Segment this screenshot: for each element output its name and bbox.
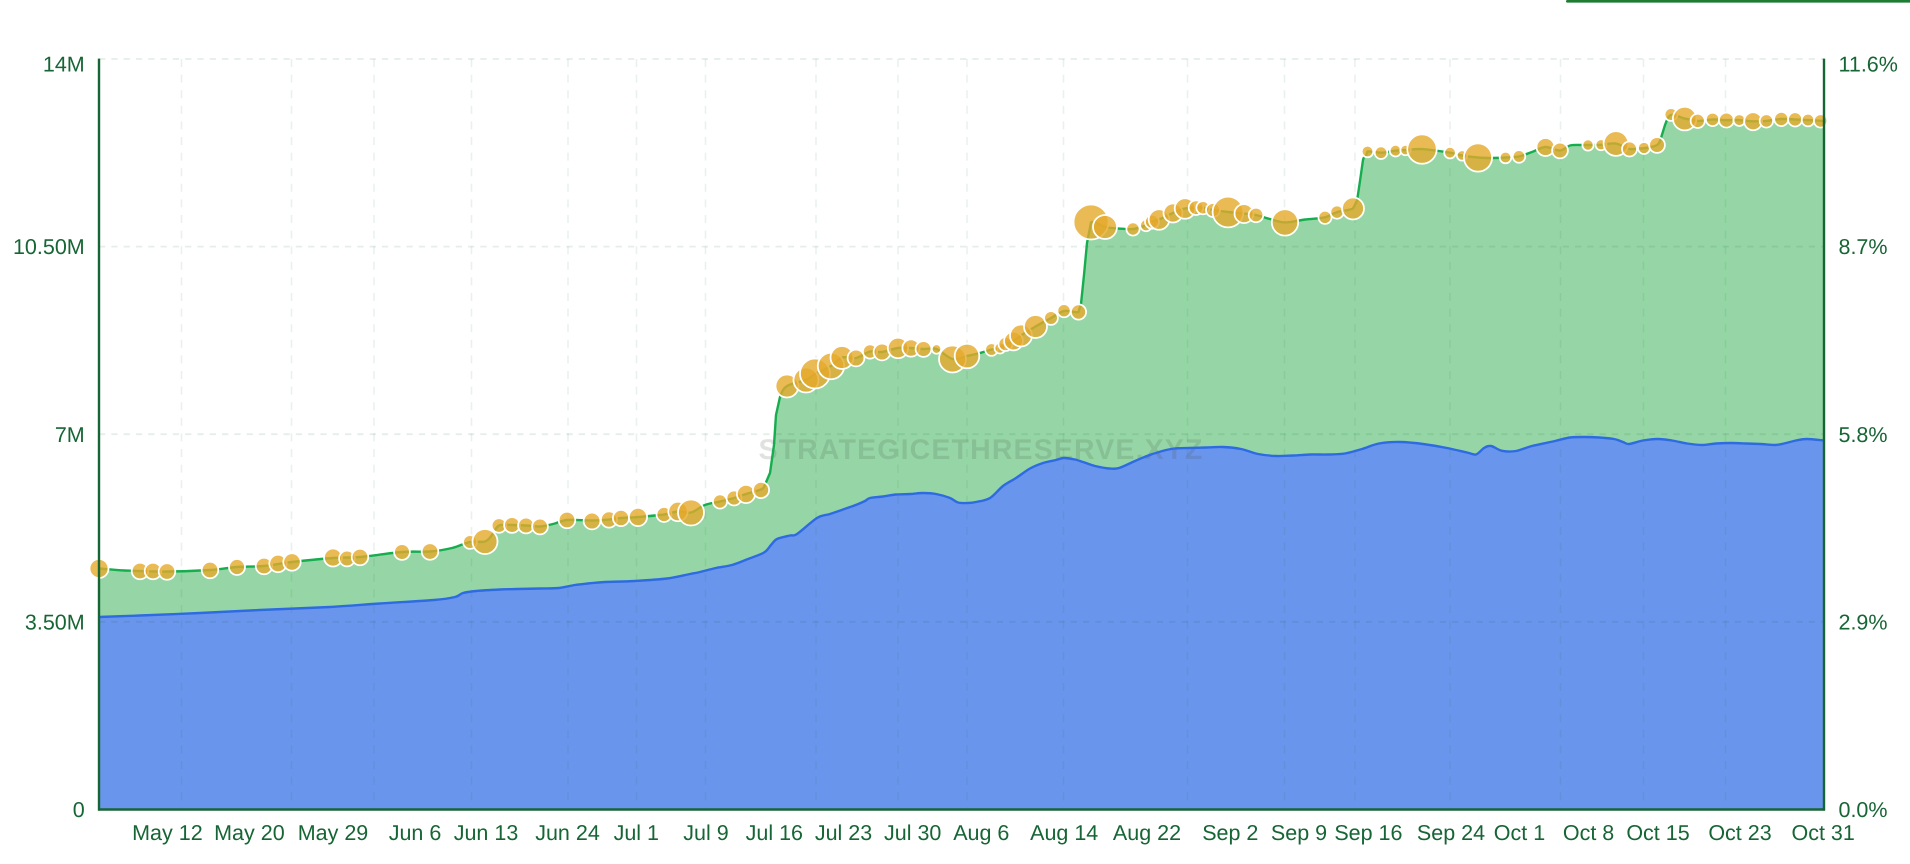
svg-text:Oct 1: Oct 1 (1494, 821, 1545, 845)
svg-text:Jul 16: Jul 16 (746, 821, 803, 845)
svg-text:0.0%: 0.0% (1839, 798, 1888, 822)
svg-text:Sep 2: Sep 2 (1202, 821, 1258, 845)
svg-text:STRATEGICETHRESERVE.XYZ: STRATEGICETHRESERVE.XYZ (758, 434, 1203, 466)
svg-text:14M: 14M (43, 52, 85, 76)
svg-text:Aug 14: Aug 14 (1030, 821, 1098, 845)
svg-text:Sep 9: Sep 9 (1271, 821, 1327, 845)
svg-text:Aug 22: Aug 22 (1113, 821, 1181, 845)
svg-text:May 20: May 20 (214, 821, 285, 845)
svg-text:2.9%: 2.9% (1839, 610, 1888, 634)
svg-text:7M: 7M (55, 423, 85, 447)
svg-text:Jul 1: Jul 1 (614, 821, 659, 845)
svg-text:10.50M: 10.50M (13, 235, 85, 259)
svg-text:8.7%: 8.7% (1839, 235, 1888, 259)
svg-text:Oct 8: Oct 8 (1563, 821, 1614, 845)
svg-text:Oct 23: Oct 23 (1708, 821, 1771, 845)
svg-text:May 12: May 12 (132, 821, 203, 845)
svg-text:Sep 24: Sep 24 (1417, 821, 1485, 845)
svg-text:May 29: May 29 (298, 821, 369, 845)
svg-text:Jun 24: Jun 24 (535, 821, 600, 845)
svg-text:0: 0 (73, 798, 85, 822)
svg-text:Jul 23: Jul 23 (815, 821, 872, 845)
svg-text:11.6%: 11.6% (1839, 52, 1898, 76)
svg-text:Jun 6: Jun 6 (389, 821, 442, 845)
svg-text:Aug 6: Aug 6 (953, 821, 1009, 845)
svg-text:5.8%: 5.8% (1839, 423, 1888, 447)
svg-text:Jul 9: Jul 9 (683, 821, 728, 845)
svg-text:Sep 16: Sep 16 (1334, 821, 1402, 845)
svg-text:Jul 30: Jul 30 (884, 821, 941, 845)
svg-text:Jun 13: Jun 13 (454, 821, 519, 845)
svg-text:3.50M: 3.50M (25, 610, 85, 634)
svg-text:Oct 31: Oct 31 (1792, 821, 1855, 845)
svg-text:Oct 15: Oct 15 (1626, 821, 1689, 845)
